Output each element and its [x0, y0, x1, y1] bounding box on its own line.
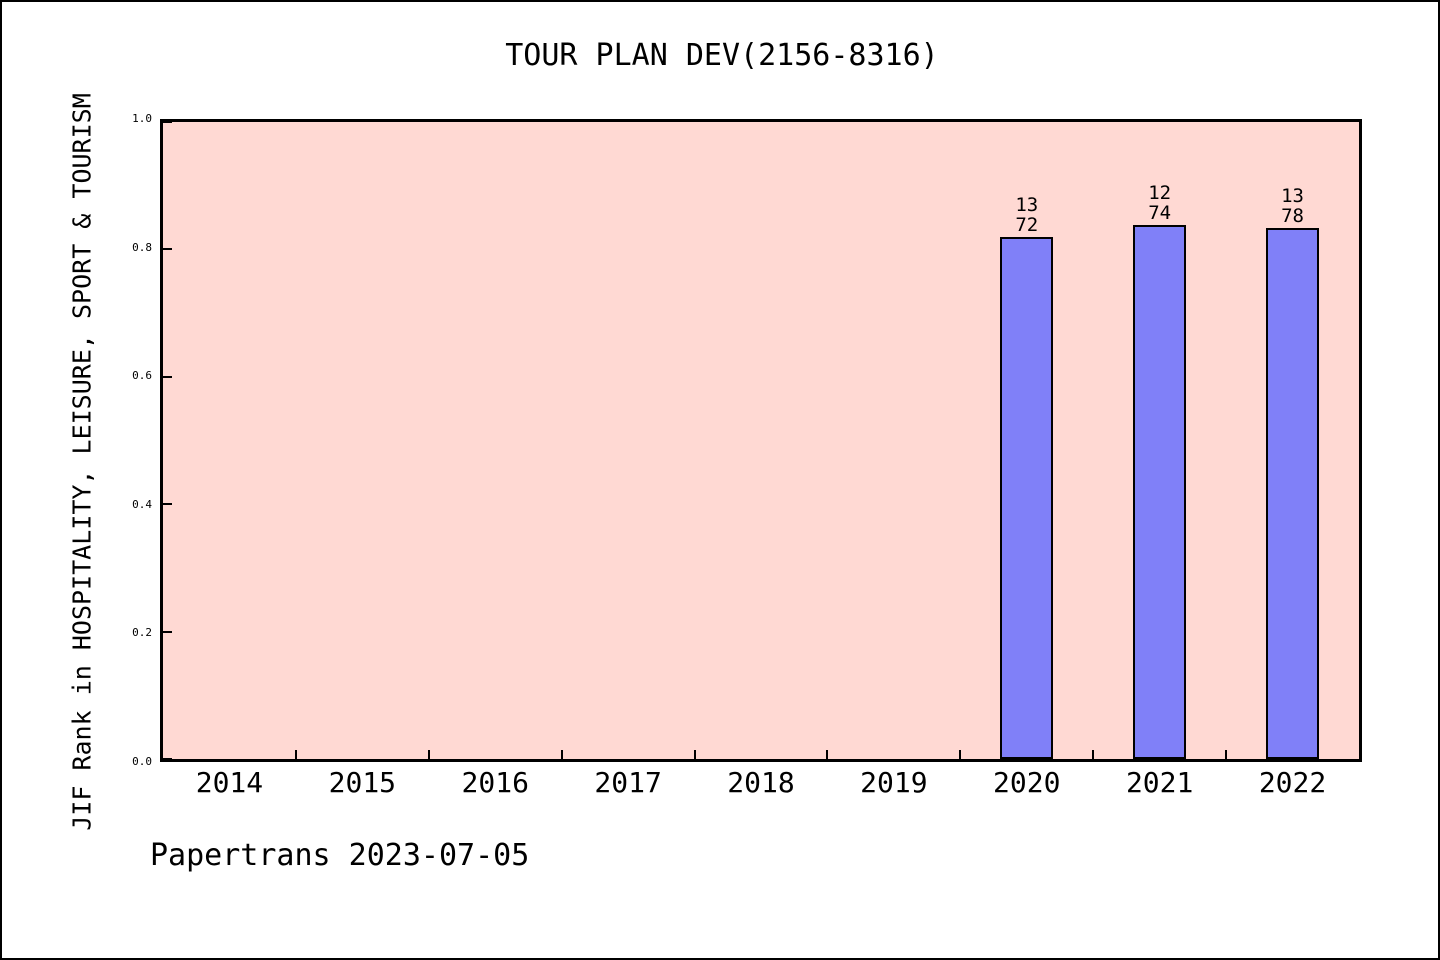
x-axis-tick-mark	[693, 750, 696, 759]
y-axis-tick-mark	[163, 248, 172, 251]
x-axis-tick-mark	[427, 750, 430, 759]
y-tick-label: 0.8	[132, 240, 152, 254]
y-axis-tick-mark	[163, 375, 172, 378]
y-tick-label: 1.0	[132, 112, 152, 125]
x-tick-label: 2015	[328, 766, 397, 799]
x-tick-label: 2016	[461, 766, 529, 799]
bar-value-label: 13 72	[1015, 194, 1039, 237]
x-tick-label: 2019	[860, 766, 928, 799]
y-axis-tick-mark	[163, 758, 172, 760]
x-tick-label: 2014	[195, 766, 264, 799]
footer-watermark: Papertrans 2023-07-05	[150, 838, 530, 873]
x-axis-tick-mark	[1092, 750, 1095, 759]
bar-value-label: 13 78	[1281, 185, 1304, 228]
x-tick-label: 2020	[993, 766, 1061, 799]
x-axis-tick-mark	[1225, 750, 1228, 759]
y-axis-tick-mark	[163, 503, 172, 506]
y-axis-tick-mark	[163, 121, 172, 123]
x-tick-label: 2022	[1258, 766, 1327, 799]
y-axis-title: JIF Rank in HOSPITALITY, LEISURE, SPORT …	[67, 93, 97, 831]
x-tick-label: 2017	[594, 766, 662, 799]
x-axis-tick-mark	[560, 750, 563, 759]
y-tick-label: 0.6	[132, 369, 152, 383]
bar-value-label: 12 74	[1148, 182, 1172, 225]
x-axis-tick-mark	[826, 750, 829, 759]
y-tick-label: 0.4	[132, 497, 152, 511]
y-axis-tick-mark	[163, 630, 172, 633]
x-tick-label: 2018	[727, 766, 795, 799]
x-axis-tick-mark	[294, 750, 297, 759]
x-axis-tick-mark	[959, 750, 962, 759]
y-tick-label: 0.0	[132, 755, 152, 768]
y-tick-label: 0.2	[132, 626, 152, 640]
bar-2020	[1000, 237, 1054, 759]
bar-2021	[1133, 225, 1187, 759]
x-tick-label: 2021	[1125, 766, 1194, 799]
bar-2022	[1266, 228, 1320, 759]
plot-area: 13 72 12 74 13 78	[160, 119, 1362, 762]
chart-title: TOUR PLAN DEV(2156-8316)	[505, 38, 939, 73]
